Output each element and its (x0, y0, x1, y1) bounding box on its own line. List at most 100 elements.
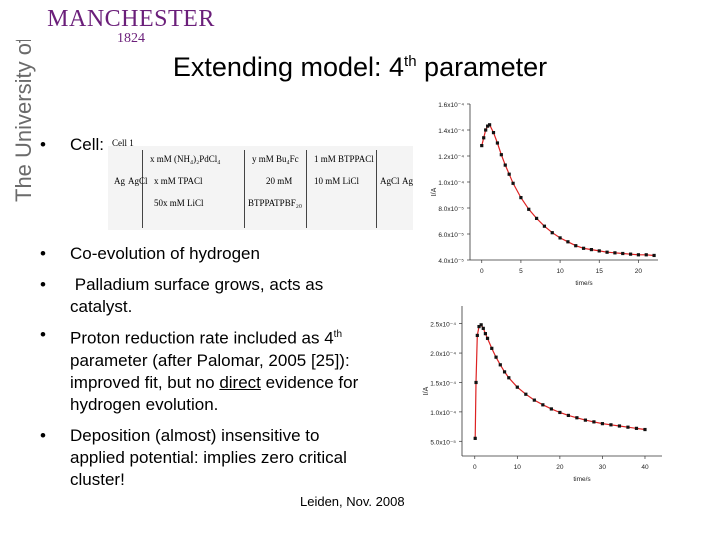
cell-r3c1: 50x mM LiCl (154, 198, 204, 208)
data-point (503, 163, 507, 167)
data-point (491, 131, 496, 135)
data-point (549, 407, 553, 411)
y-tick-label: 4.0x10⁻⁵ (438, 258, 464, 265)
data-point (498, 363, 502, 367)
x-tick-label: 15 (596, 268, 604, 275)
cell-diagram: Cell 1 x mM (NH₄)₂PdCl₄ y mM Bu₄Fc 1 mM … (108, 132, 413, 232)
footer-text: Leiden, Nov. 2008 (300, 494, 405, 509)
data-point (613, 251, 617, 255)
bullet-3-part-b: parameter (after Palomar, 2005 [25]): im… (70, 350, 350, 392)
fit-line (481, 123, 655, 257)
data-point (475, 333, 479, 338)
data-point (473, 436, 477, 440)
bullet-3-part-a: Proton reduction rate included as 4 (70, 328, 334, 348)
phase-boundary (306, 150, 307, 228)
logo-wordmark: MANCHESTER (47, 6, 215, 32)
data-point (534, 216, 539, 220)
data-point (477, 324, 481, 329)
bullet-2-text: Palladium surface grows, acts as catalys… (70, 275, 328, 316)
x-tick-label: 0 (480, 268, 484, 275)
title-rest: parameter (416, 52, 548, 82)
data-point (502, 370, 507, 374)
data-point (479, 323, 483, 327)
data-point (628, 252, 633, 256)
data-point (524, 392, 528, 396)
x-tick-label: 20 (556, 464, 564, 471)
university-vertical-label: The University of Manchester (11, 40, 36, 202)
y-axis-label: I/A (423, 386, 430, 395)
cell-diagram-title: Cell 1 (112, 138, 134, 148)
cell-r2-left-agcl: AgCl (128, 176, 148, 186)
fit-line (474, 323, 646, 439)
data-point (485, 336, 490, 340)
data-point (495, 141, 500, 145)
data-point (643, 427, 647, 432)
bullet-3-underlined: direct (219, 372, 261, 392)
y-tick-label: 1.5x10⁻⁴ (430, 380, 456, 387)
data-point (484, 128, 488, 132)
data-point (558, 236, 562, 240)
bullet-1-text: Co-evolution of hydrogen (70, 244, 260, 263)
y-tick-label: 1.0x10⁻⁴ (430, 410, 456, 417)
bullet-4-text: Deposition (almost) insensitive to appli… (70, 426, 347, 489)
data-point (519, 196, 523, 200)
bullet-dot: • (40, 426, 46, 445)
phase-boundary (376, 150, 377, 228)
cell-diagram-bg (108, 146, 413, 230)
data-point (527, 207, 531, 211)
data-point (483, 332, 488, 336)
cell-r3c2: BTPPATPBF₂₀ (248, 198, 302, 208)
bullet-dot: • (40, 135, 46, 154)
data-point (490, 346, 494, 350)
cell-r2c2: 20 mM (266, 176, 293, 186)
y-tick-label: 1.6x10⁻⁴ (438, 102, 464, 109)
x-axis-label: time/s (575, 280, 593, 287)
data-point (541, 403, 545, 407)
x-tick-label: 10 (514, 464, 522, 471)
data-point (589, 248, 594, 252)
data-point (566, 240, 570, 244)
y-tick-label: 1.0x10⁻⁴ (438, 180, 464, 187)
x-tick-label: 40 (641, 464, 649, 471)
data-point (507, 376, 511, 380)
x-tick-label: 10 (556, 268, 564, 275)
y-tick-label: 5.0x10⁻⁵ (430, 439, 456, 446)
data-point (566, 413, 570, 418)
logo-year: 1824 (117, 31, 145, 46)
x-tick-label: 0 (473, 464, 477, 471)
university-name: The University of Manchester (11, 40, 36, 202)
data-point (558, 410, 562, 415)
manchester-logo: MANCHESTER 1824 (46, 6, 216, 46)
data-point (626, 425, 630, 429)
data-point (542, 224, 547, 228)
data-point (550, 231, 554, 235)
bullet-dot: • (40, 325, 46, 344)
y-tick-label: 2.5x10⁻⁴ (430, 322, 456, 329)
phase-boundary (142, 150, 143, 228)
bullet-3-sup: th (333, 329, 343, 340)
data-point (636, 253, 641, 257)
data-point (474, 380, 478, 385)
data-point (652, 253, 656, 258)
slide-title: Extending model: 4th parameter (0, 52, 720, 83)
data-point (634, 426, 639, 430)
data-point (597, 249, 601, 253)
phase-boundary (244, 150, 245, 228)
cell-r1c1: x mM (NH₄)₂PdCl₄ (150, 154, 221, 164)
current-transient-chart-1: 1.6x10⁻⁴ 1.4x10⁻⁴ 1.2x10⁻⁴ 1.0x10⁻⁴ 8.0x10⁻⁵… (431, 102, 658, 287)
y-tick-label: 1.4x10⁻⁴ (438, 128, 464, 135)
data-point (621, 251, 625, 256)
data-point (482, 136, 486, 140)
title-main: Extending model: 4 (172, 52, 405, 82)
y-axis-label: I/A (431, 187, 438, 196)
data-point (600, 422, 605, 426)
data-point (605, 250, 609, 254)
data-point (575, 416, 579, 420)
title-sup: th (404, 53, 417, 70)
data-point (592, 420, 596, 424)
cell-r2c1: x mM TPACl (154, 176, 203, 186)
data-point (581, 246, 586, 250)
x-tick-label: 20 (635, 268, 643, 275)
cell-r1c3: 1 mM BTPPACl (314, 154, 374, 164)
bullet-3-text: Proton reduction rate included as 4th pa… (70, 324, 360, 416)
